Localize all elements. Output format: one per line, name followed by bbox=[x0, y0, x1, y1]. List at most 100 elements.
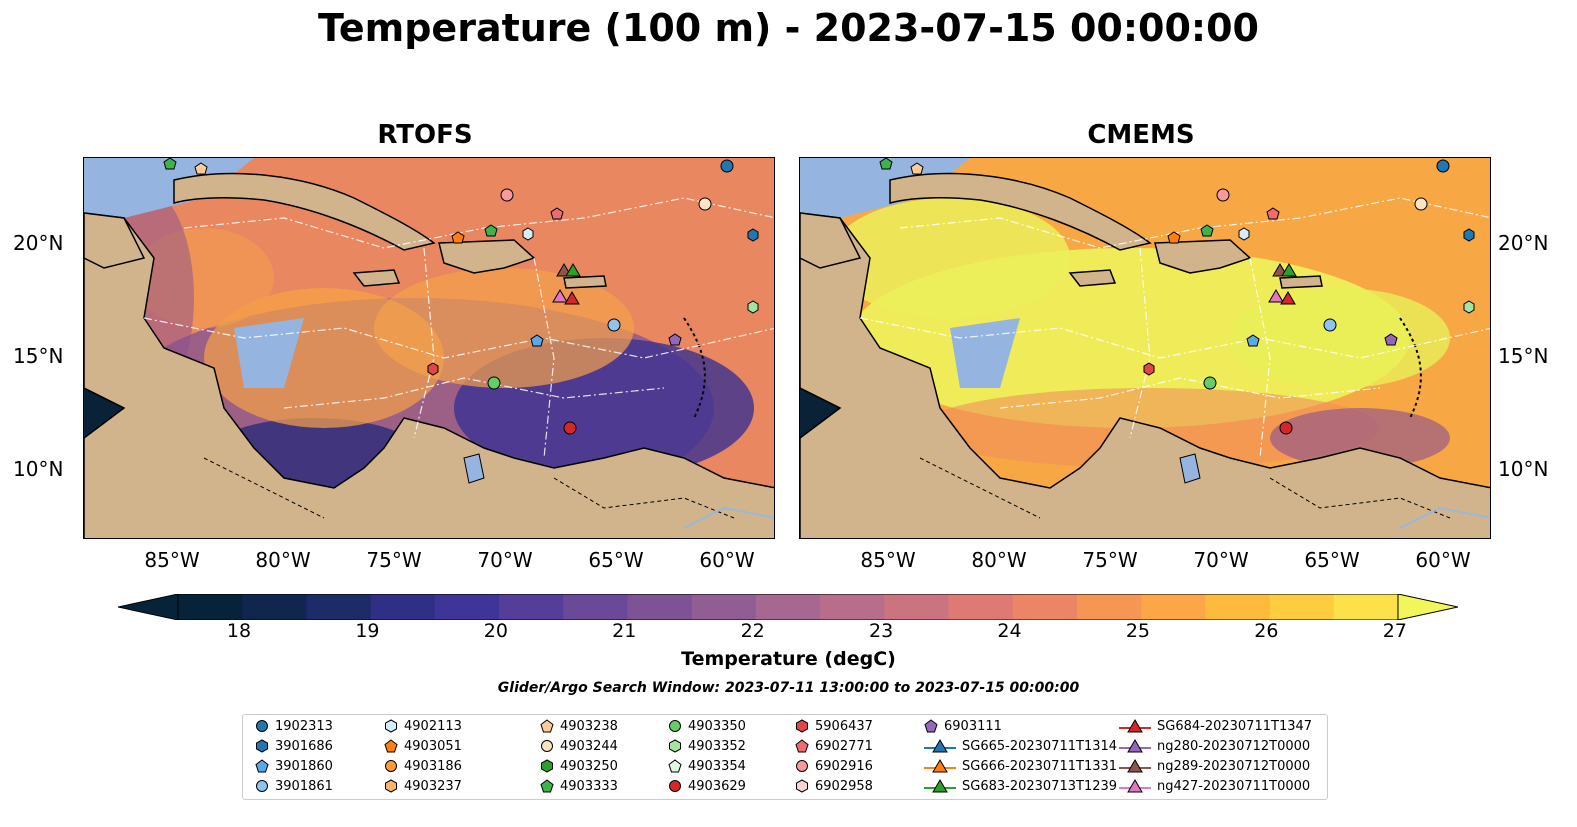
legend-entry: 3901860 bbox=[255, 757, 333, 775]
legend-label: 6903111 bbox=[944, 718, 1002, 734]
x-tick-label: 70°W bbox=[1193, 548, 1249, 572]
legend: 1902313 3901686 3901860 3901861 4902113 49030… bbox=[242, 714, 1328, 800]
y-tick-label: 10°N bbox=[13, 457, 64, 481]
legend-entry: 4903352 bbox=[668, 737, 746, 755]
legend-entry: 4903051 bbox=[384, 737, 462, 755]
legend-label: 4903186 bbox=[404, 758, 462, 774]
circle-marker-icon bbox=[669, 720, 681, 732]
colorbar-tick-label: 27 bbox=[1382, 620, 1407, 642]
y-tick-label: 20°N bbox=[13, 231, 64, 255]
y-tick-label: 20°N bbox=[1498, 231, 1549, 255]
triangle-line-marker-icon bbox=[1119, 759, 1151, 773]
colorbar-segment bbox=[948, 594, 1014, 620]
hexagon-marker-icon bbox=[385, 719, 397, 733]
legend-entry: SG666-20230711T1331 bbox=[924, 757, 1117, 775]
triangle-line-marker-icon bbox=[924, 779, 956, 793]
colorbar-tick-label: 23 bbox=[869, 620, 894, 642]
colorbar-segment bbox=[178, 594, 243, 620]
x-tick-label: 75°W bbox=[366, 548, 422, 572]
triangle-line-marker-icon bbox=[1119, 739, 1151, 753]
legend-label: 4903352 bbox=[688, 738, 746, 754]
legend-label: 6902771 bbox=[815, 738, 873, 754]
colorbar-segment bbox=[370, 594, 436, 620]
legend-entry: 6903111 bbox=[924, 717, 1002, 735]
legend-label: SG665-20230711T1314 bbox=[962, 738, 1118, 754]
circle-marker-icon bbox=[256, 780, 268, 792]
colorbar-tick-label: 25 bbox=[1125, 620, 1151, 642]
legend-label: 6902916 bbox=[815, 758, 873, 774]
triangle-line-marker-icon bbox=[924, 739, 956, 753]
colorbar-tick-label: 20 bbox=[483, 620, 508, 642]
triangle-line-marker-icon bbox=[1119, 779, 1151, 793]
legend-entry: 4903237 bbox=[384, 777, 462, 795]
circle-marker-icon bbox=[385, 760, 397, 772]
colorbar-segment bbox=[306, 594, 372, 620]
y-tick-label: 10°N bbox=[1498, 457, 1549, 481]
legend-entry: 4903354 bbox=[668, 757, 746, 775]
hexagon-marker-icon bbox=[256, 739, 268, 753]
colorbar-segment bbox=[755, 594, 821, 620]
legend-entry: 4903244 bbox=[540, 737, 618, 755]
colorbar-segment bbox=[242, 594, 307, 620]
hexagon-marker-icon bbox=[796, 719, 808, 733]
legend-label: ng280-20230712T0000 bbox=[1157, 738, 1311, 754]
panel-title-rtofs: RTOFS bbox=[377, 120, 473, 150]
legend-entry: 3901686 bbox=[255, 737, 333, 755]
legend-entry: 5906437 bbox=[795, 717, 873, 735]
search-window-text: Glider/Argo Search Window: 2023-07-11 13… bbox=[497, 680, 1080, 696]
legend-label: 4903350 bbox=[688, 718, 746, 734]
legend-entry: 6902958 bbox=[795, 777, 873, 795]
pentagon-marker-icon bbox=[540, 779, 554, 793]
colorbar bbox=[117, 593, 1459, 622]
pentagon-marker-icon bbox=[540, 719, 554, 733]
colorbar-label: Temperature (degC) bbox=[681, 648, 896, 670]
colorbar-segment bbox=[1141, 594, 1206, 620]
legend-label: 4903250 bbox=[560, 758, 618, 774]
pentagon-marker-icon bbox=[255, 759, 269, 773]
pentagon-marker-icon bbox=[924, 719, 938, 733]
colorbar-segment bbox=[820, 594, 885, 620]
legend-label: 3901860 bbox=[275, 758, 333, 774]
colorbar-segment bbox=[1012, 594, 1078, 620]
legend-entry: ng280-20230712T0000 bbox=[1119, 737, 1310, 755]
legend-label: 4903051 bbox=[404, 738, 462, 754]
hexagon-marker-icon bbox=[385, 779, 397, 793]
legend-entry: 4903333 bbox=[540, 777, 618, 795]
legend-entry: 3901861 bbox=[255, 777, 333, 795]
hexagon-marker-icon bbox=[669, 739, 681, 753]
triangle-line-marker-icon bbox=[1119, 719, 1151, 733]
triangle-line-marker-icon bbox=[924, 759, 956, 773]
hexagon-marker-icon bbox=[796, 779, 808, 793]
legend-label: 3901861 bbox=[275, 778, 333, 794]
legend-label: 4903244 bbox=[560, 738, 618, 754]
circle-marker-icon bbox=[256, 720, 268, 732]
legend-entry: ng289-20230712T0000 bbox=[1119, 757, 1310, 775]
legend-entry: 6902771 bbox=[795, 737, 873, 755]
x-tick-label: 60°W bbox=[1415, 548, 1471, 572]
legend-label: 3901686 bbox=[275, 738, 333, 754]
colorbar-segment bbox=[627, 594, 693, 620]
legend-entry: 4902113 bbox=[384, 717, 462, 735]
colorbar-segment bbox=[691, 594, 757, 620]
legend-entry: 4903350 bbox=[668, 717, 746, 735]
circle-marker-icon bbox=[669, 780, 681, 792]
colorbar-segment bbox=[563, 594, 628, 620]
hexagon-marker-icon bbox=[541, 759, 553, 773]
legend-label: 1902313 bbox=[275, 718, 333, 734]
legend-entry: SG665-20230711T1314 bbox=[924, 737, 1117, 755]
circle-marker-icon bbox=[541, 740, 553, 752]
x-tick-label: 65°W bbox=[588, 548, 644, 572]
legend-label: SG683-20230713T1239 bbox=[962, 778, 1118, 794]
legend-label: 4903333 bbox=[560, 778, 618, 794]
legend-label: ng289-20230712T0000 bbox=[1157, 758, 1311, 774]
legend-entry: SG683-20230713T1239 bbox=[924, 777, 1117, 795]
colorbar-tick-label: 19 bbox=[355, 620, 380, 642]
x-tick-label: 80°W bbox=[255, 548, 311, 572]
colorbar-segment bbox=[884, 594, 950, 620]
figure-title: Temperature (100 m) - 2023-07-15 00:00:0… bbox=[317, 6, 1259, 50]
panel-title-cmems: CMEMS bbox=[1087, 120, 1195, 150]
map-panel-rtofs bbox=[83, 157, 775, 539]
legend-label: 4903354 bbox=[688, 758, 746, 774]
colorbar-tick-label: 18 bbox=[226, 620, 252, 642]
legend-entry: 4903250 bbox=[540, 757, 618, 775]
